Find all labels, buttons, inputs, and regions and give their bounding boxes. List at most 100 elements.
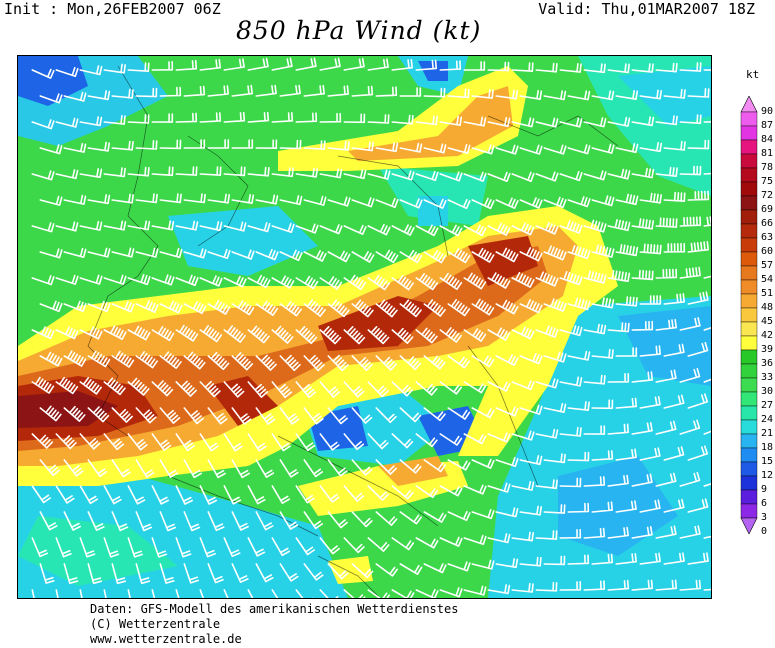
wind-barb: [31, 275, 55, 286]
wind-barb: [567, 297, 591, 311]
wind-barb: [295, 57, 317, 71]
wind-barb: [255, 354, 277, 371]
wind-barb: [591, 399, 614, 410]
wind-barb: [247, 433, 267, 452]
wind-barb: [319, 381, 341, 398]
wind-barb: [583, 323, 607, 335]
legend-swatch: [740, 237, 758, 253]
wind-barb: [135, 87, 158, 98]
wind-barb: [79, 168, 103, 179]
wind-barb: [295, 223, 319, 234]
wind-barb: [127, 325, 151, 341]
wind-barb: [391, 381, 414, 397]
wind-barb: [319, 433, 340, 451]
wind-barb: [607, 526, 629, 539]
wind-barb: [159, 193, 182, 204]
wind-barb: [655, 62, 678, 73]
legend-swatch: [740, 363, 758, 379]
wind-barb: [495, 558, 519, 569]
wind-barb: [127, 485, 146, 505]
wind-barb: [423, 459, 447, 473]
wind-barb: [183, 459, 202, 479]
wind-barb: [519, 455, 543, 466]
wind-barb: [223, 111, 246, 123]
wind-barb: [679, 525, 701, 539]
wind-barb: [655, 579, 677, 591]
wind-barb: [559, 477, 582, 488]
coastlines: [87, 65, 619, 597]
wind-barb: [103, 220, 127, 231]
wind-barb: [559, 63, 582, 73]
wind-barb: [607, 423, 629, 435]
wind-barb: [31, 119, 55, 130]
wind-barb: [111, 459, 131, 478]
wind-barb: [79, 65, 103, 76]
wind-barb: [591, 501, 613, 513]
legend-tick-label: 39: [761, 344, 774, 355]
wind-barb: [231, 139, 254, 149]
wind-barb: [495, 456, 519, 468]
wind-barb: [591, 244, 615, 258]
wind-barb: [423, 299, 446, 317]
wind-barb: [319, 326, 342, 345]
wind-barb: [415, 433, 438, 448]
legend-swatch: [740, 489, 758, 505]
wind-barb: [631, 371, 653, 383]
wind-barb: [367, 485, 389, 501]
wind-barb: [127, 62, 150, 72]
wind-barb: [607, 219, 631, 232]
wind-barb: [127, 377, 150, 396]
wind-barb: [663, 293, 685, 305]
wind-barb: [463, 61, 486, 71]
wind-barb: [559, 220, 583, 234]
wind-barb: [207, 139, 230, 149]
wind-barb: [495, 89, 518, 100]
wind-barb: [567, 502, 590, 513]
wind-barb: [279, 407, 300, 425]
wind-barb: [255, 194, 279, 205]
wind-barb: [655, 166, 678, 177]
wind-barb: [607, 579, 630, 591]
wind-barb: [87, 459, 108, 478]
legend-swatch: [740, 335, 758, 351]
field-darkred-west: [18, 391, 118, 428]
wind-barb: [511, 430, 535, 441]
wind-barb: [279, 139, 302, 150]
wind-barb: [303, 354, 325, 372]
legend-swatch: [740, 181, 758, 197]
wind-barb: [391, 114, 414, 125]
legend-swatch: [740, 321, 758, 337]
wind-barb: [31, 170, 55, 181]
wind-barb: [487, 584, 511, 595]
legend-swatch: [740, 279, 758, 295]
wind-barb: [271, 112, 294, 123]
wind-barb: [327, 459, 348, 477]
valid-time-label: Valid: Thu,01MAR2007 18Z: [538, 0, 755, 18]
wind-barb: [463, 328, 487, 342]
wind-barb: [631, 218, 654, 230]
wind-barb: [199, 166, 222, 176]
wind-barb: [79, 433, 101, 450]
wind-barb: [39, 195, 63, 206]
wind-barb: [159, 459, 179, 478]
wind-barb: [271, 433, 291, 452]
wind-barb: [391, 170, 415, 181]
wind-barb: [327, 511, 348, 529]
wind-barb: [39, 563, 55, 584]
wind-barb: [151, 537, 168, 558]
wind-barb: [271, 325, 294, 344]
wind-barb: [535, 271, 559, 287]
wind-barb: [327, 563, 349, 580]
wind-barb: [447, 561, 471, 572]
wind-barb: [655, 369, 677, 383]
wind-barb: [199, 380, 221, 398]
wind-barb: [639, 447, 661, 461]
wind-barb: [463, 433, 487, 445]
wind-barb: [591, 348, 614, 359]
wind-barb: [351, 85, 374, 97]
wind-barb: [567, 451, 590, 462]
wind-barb: [231, 459, 250, 479]
wind-barb: [375, 299, 398, 318]
wind-barb: [175, 112, 198, 123]
wind-barb: [87, 563, 103, 585]
